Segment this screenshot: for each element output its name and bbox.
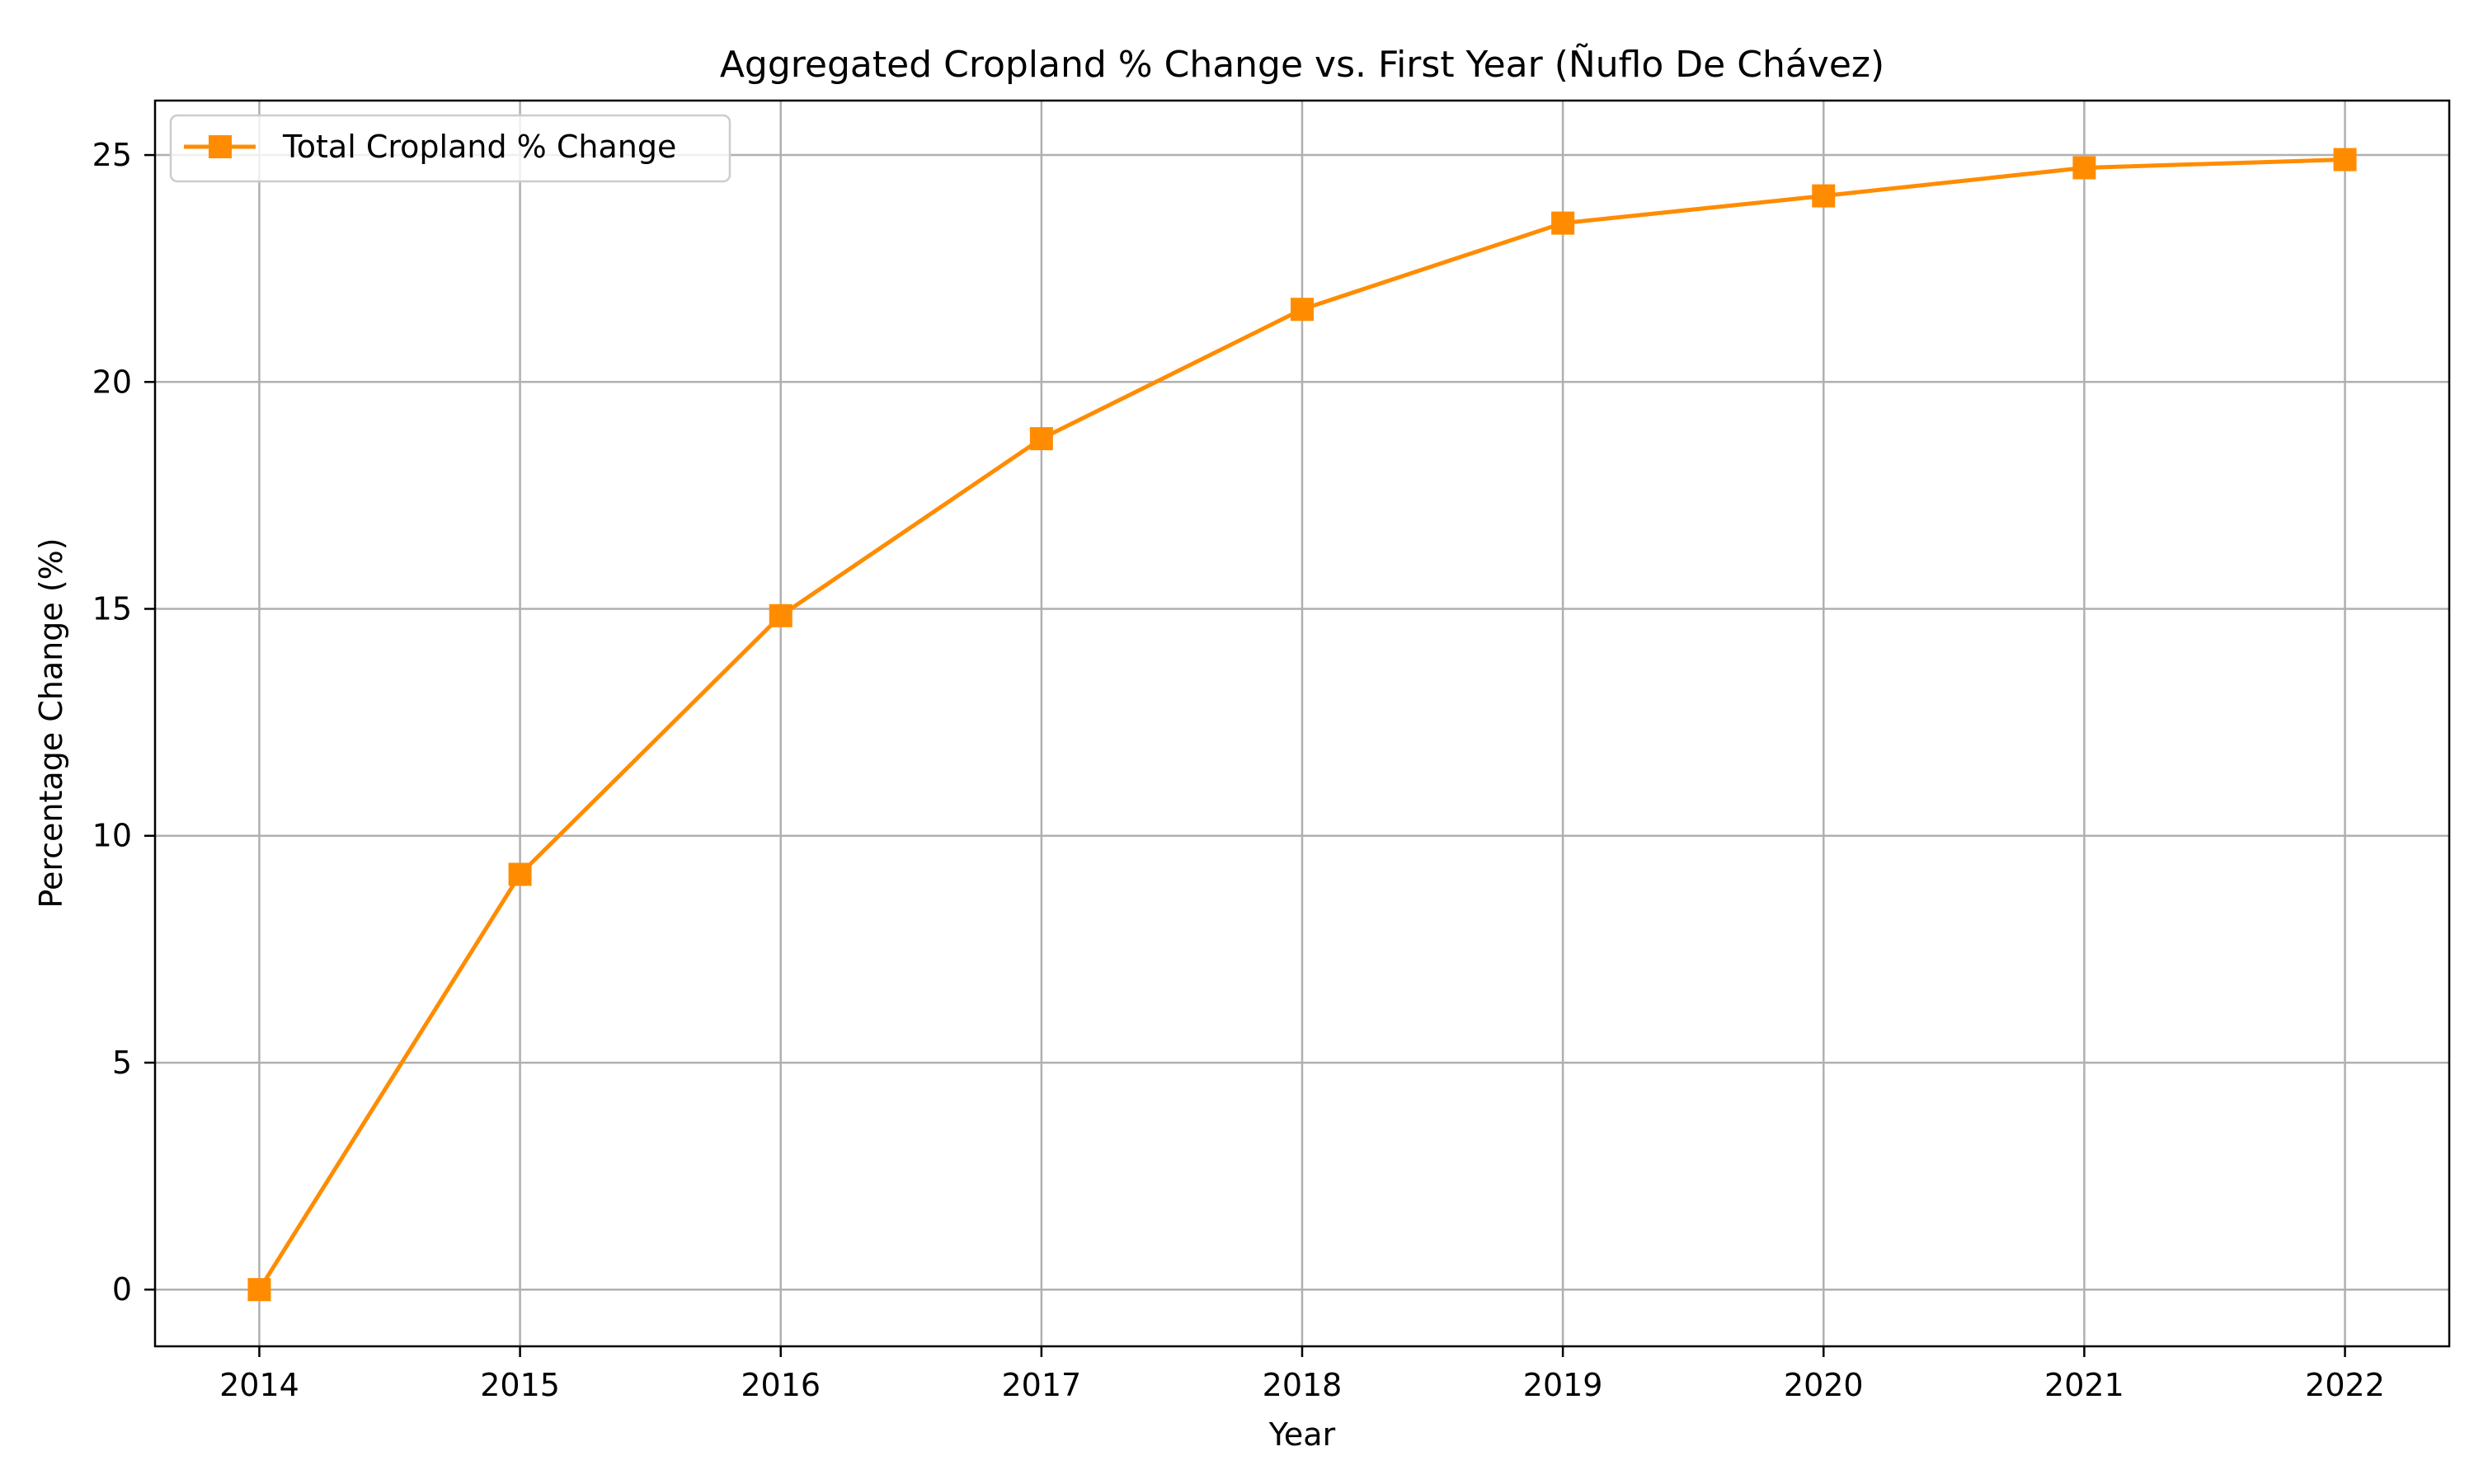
data-point-marker (1551, 211, 1575, 235)
x-tick-label: 2022 (2305, 1367, 2385, 1403)
data-point-marker (2072, 156, 2096, 180)
legend-label-total-cropland: Total Cropland % Change (282, 129, 676, 165)
x-tick-label: 2021 (2044, 1367, 2124, 1403)
y-tick-label: 0 (112, 1271, 132, 1308)
x-tick-label: 2019 (1523, 1367, 1603, 1403)
data-point-marker (2333, 148, 2357, 171)
legend-box (169, 114, 731, 183)
data-point-marker (1812, 184, 1836, 208)
y-tick-label: 15 (92, 591, 132, 627)
x-tick-label: 2015 (480, 1367, 560, 1403)
x-tick-label: 2017 (1002, 1367, 1082, 1403)
x-tick-label: 2016 (741, 1367, 821, 1403)
x-tick-label: 2018 (1263, 1367, 1343, 1403)
data-point-marker (508, 862, 532, 886)
y-tick-label: 5 (112, 1045, 132, 1081)
x-tick-label: 2014 (219, 1367, 299, 1403)
y-tick-label: 10 (92, 818, 132, 854)
legend-marker-total-cropland (209, 135, 232, 158)
legend: Total Cropland % Change (169, 114, 731, 183)
series-layer (247, 148, 2357, 1302)
x-axis-label: Year (1268, 1416, 1336, 1453)
chart-title: Aggregated Cropland % Change vs. First Y… (720, 43, 1884, 86)
y-axis-label: Percentage Change (%) (33, 538, 69, 908)
y-tick-label: 25 (92, 137, 132, 173)
data-point-marker (769, 603, 793, 627)
x-tick-label: 2020 (1784, 1367, 1864, 1403)
grid (155, 101, 2449, 1346)
y-tick-label: 20 (92, 364, 132, 400)
data-point-marker (1029, 427, 1053, 451)
data-point-marker (247, 1278, 271, 1302)
ticks (144, 153, 2346, 1357)
data-point-marker (1291, 298, 1314, 322)
tick-labels: 2014 2015 2016 2017 2018 2019 2020 2021 20220510… (92, 137, 2385, 1403)
